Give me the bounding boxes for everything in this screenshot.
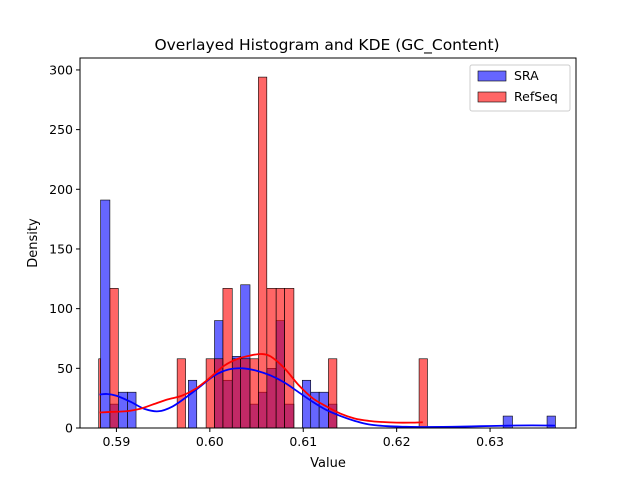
refseq-bar: [222, 288, 233, 429]
y-axis-label: Density: [26, 218, 41, 268]
refseq-bar: [284, 288, 295, 429]
legend-label-sra: SRA: [514, 68, 539, 83]
x-axis-label: Value: [310, 456, 346, 471]
refseq-bar: [258, 76, 268, 429]
x-tick-label: 0.62: [383, 434, 411, 449]
x-tick-label: 0.63: [476, 434, 504, 449]
y-axis-ticks: 0 50 100 150 200 250 300: [49, 62, 80, 436]
refseq-bar: [266, 288, 277, 429]
refseq-bar: [109, 288, 119, 429]
refseq-bars: [98, 76, 428, 429]
sra-bar: [302, 379, 312, 429]
legend: SRA RefSeq: [469, 64, 571, 112]
y-tick-label: 50: [57, 361, 73, 376]
sra-bar: [188, 379, 198, 429]
chart-title: Overlayed Histogram and KDE (GC_Content): [154, 36, 499, 55]
refseq-bar: [98, 358, 101, 429]
y-tick-label: 200: [49, 182, 73, 197]
y-tick-label: 300: [49, 62, 73, 77]
x-axis-ticks: 0.59 0.60 0.61 0.62 0.63: [103, 428, 504, 449]
x-tick-label: 0.59: [103, 434, 131, 449]
sra-bars: [100, 199, 556, 429]
plot-frame: [79, 57, 577, 429]
legend-swatch-sra: [477, 70, 507, 82]
legend-swatch-refseq: [477, 91, 507, 103]
refseq-bar: [328, 358, 338, 429]
sra-kde-line: [99, 367, 556, 428]
legend-label-refseq: RefSeq: [514, 89, 558, 104]
refseq-kde-line: [99, 353, 423, 424]
x-tick-label: 0.60: [196, 434, 224, 449]
refseq-bar: [418, 358, 428, 429]
refseq-bar: [275, 288, 285, 429]
refseq-bar: [176, 358, 186, 429]
x-tick-label: 0.61: [289, 434, 317, 449]
kde-lines: [99, 353, 556, 428]
y-tick-label: 150: [49, 241, 73, 256]
refseq-bar: [205, 358, 215, 429]
y-tick-label: 0: [65, 421, 73, 436]
y-tick-label: 250: [49, 122, 73, 137]
y-tick-label: 100: [49, 301, 73, 316]
